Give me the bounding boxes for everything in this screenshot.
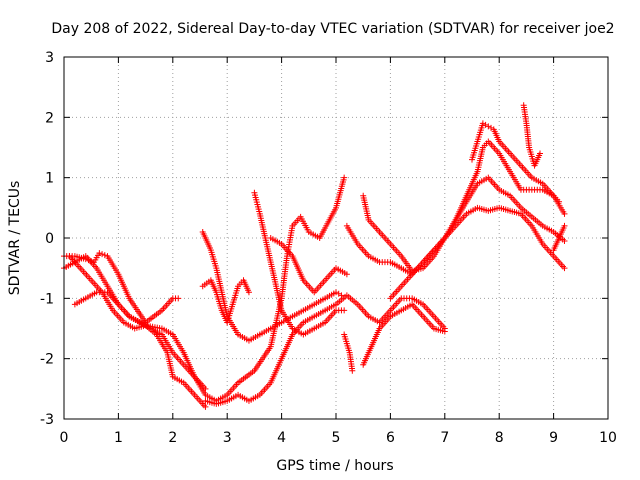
y-tick-label: 2 bbox=[45, 110, 54, 126]
x-axis-label: GPS time / hours bbox=[276, 458, 393, 474]
track-2-point bbox=[341, 174, 348, 181]
data-points bbox=[61, 102, 568, 410]
y-axis-label: SDTVAR / TECUs bbox=[7, 181, 23, 296]
track-7-point bbox=[338, 292, 345, 299]
track-17-point bbox=[561, 222, 568, 229]
x-tick-label: 10 bbox=[599, 430, 617, 446]
x-tick-label: 1 bbox=[114, 430, 123, 446]
track-12-point bbox=[561, 238, 568, 245]
track-11-point bbox=[561, 265, 568, 272]
x-tick-label: 8 bbox=[495, 430, 504, 446]
x-tick-label: 7 bbox=[440, 430, 449, 446]
x-axis-ticks: 0 1 2 3 4 5 6 7 8 9 10 bbox=[60, 57, 617, 446]
track-13-point bbox=[441, 328, 448, 335]
y-tick-label: 0 bbox=[45, 231, 54, 247]
x-tick-label: 0 bbox=[60, 430, 69, 446]
track-1-point bbox=[101, 252, 108, 259]
y-tick-label: 1 bbox=[45, 171, 54, 187]
track-16-point bbox=[537, 150, 543, 157]
x-tick-label: 2 bbox=[168, 430, 177, 446]
x-tick-label: 4 bbox=[277, 430, 286, 446]
x-tick-label: 5 bbox=[332, 430, 341, 446]
track-4-point bbox=[202, 385, 209, 392]
y-tick-label: 3 bbox=[45, 50, 54, 66]
track-1-point bbox=[96, 250, 103, 257]
chart-title: Day 208 of 2022, Sidereal Day-to-day VTE… bbox=[51, 21, 614, 37]
y-tick-label: -3 bbox=[40, 412, 54, 428]
grid-lines bbox=[64, 57, 608, 419]
track-1-point bbox=[99, 251, 106, 258]
y-axis-ticks: -3 -2 -1 0 1 2 3 bbox=[40, 50, 608, 428]
track-10-point bbox=[349, 367, 356, 374]
y-tick-label: -1 bbox=[40, 291, 54, 307]
track-1-point bbox=[175, 295, 182, 302]
track-15-point bbox=[561, 210, 568, 217]
track-9-point bbox=[343, 271, 350, 278]
track-6-point bbox=[245, 289, 252, 296]
x-tick-label: 9 bbox=[549, 430, 558, 446]
track-3-point bbox=[202, 403, 209, 410]
y-tick-label: -2 bbox=[40, 352, 54, 368]
track-8-point bbox=[341, 307, 348, 314]
x-tick-label: 3 bbox=[223, 430, 232, 446]
x-tick-label: 6 bbox=[386, 430, 395, 446]
